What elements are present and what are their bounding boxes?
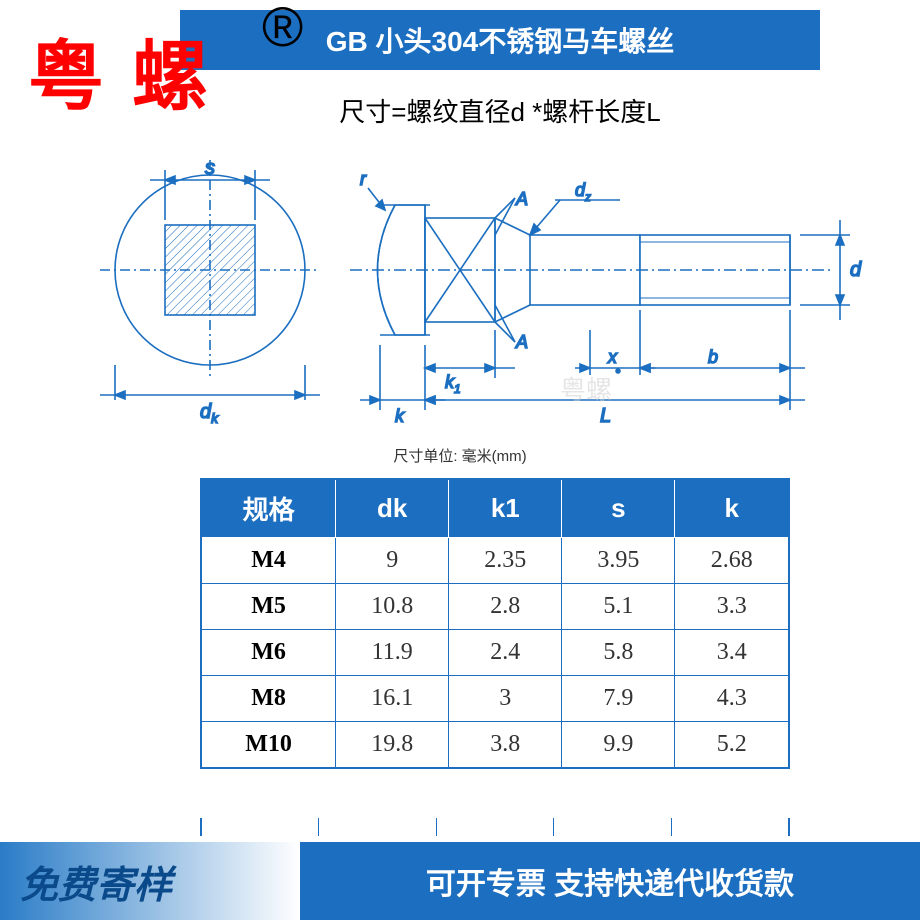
cell: 5.8 (562, 630, 675, 676)
table-row: M1019.83.89.95.2 (201, 722, 789, 769)
subtitle-formula: 尺寸=螺纹直径d *螺杆长度L (180, 92, 820, 129)
registered-mark: ® (262, 0, 303, 59)
cell: 2.8 (449, 584, 562, 630)
unit-label: 尺寸单位: 毫米(mm) (0, 445, 920, 466)
label-b: b (708, 347, 718, 367)
cell: 9.9 (562, 722, 675, 769)
col-header: s (562, 479, 675, 538)
cutoff-cell (319, 818, 436, 836)
label-x: x (607, 347, 618, 367)
col-header: dk (336, 479, 449, 538)
cell: 3.4 (675, 630, 789, 676)
cutoff-cell (437, 818, 554, 836)
cell: 2.4 (449, 630, 562, 676)
table-row: M492.353.952.68 (201, 538, 789, 584)
label-k: k (395, 406, 405, 426)
table-row: M510.82.85.13.3 (201, 584, 789, 630)
cell: 3.95 (562, 538, 675, 584)
cell: 19.8 (336, 722, 449, 769)
footer-left: 免费寄样 (0, 842, 300, 920)
cell: M6 (201, 630, 336, 676)
label-d: d (850, 259, 862, 281)
svg-text:k1: k1 (445, 372, 461, 396)
cell: 5.1 (562, 584, 675, 630)
cell: M4 (201, 538, 336, 584)
watermark: 粤螺 (560, 370, 612, 407)
cutoff-cell (672, 818, 788, 836)
cell: 4.3 (675, 676, 789, 722)
label-L: L (600, 405, 611, 427)
footer: 免费寄样 可开专票 支持快递代收货款 (0, 842, 920, 920)
cell: M8 (201, 676, 336, 722)
cell: 10.8 (336, 584, 449, 630)
cell: 3.3 (675, 584, 789, 630)
cell: 3.8 (449, 722, 562, 769)
col-header: k1 (449, 479, 562, 538)
cell: 3 (449, 676, 562, 722)
spec-table: 规格dkk1sk M492.353.952.68M510.82.85.13.3M… (200, 478, 790, 769)
svg-text:dk: dk (200, 401, 219, 426)
col-header: 规格 (201, 479, 336, 538)
label-s: s (205, 157, 215, 179)
label-A2: A (515, 332, 528, 352)
cell: 5.2 (675, 722, 789, 769)
label-r: r (360, 169, 367, 189)
cell: M5 (201, 584, 336, 630)
cutoff-row (200, 818, 790, 836)
cell: 11.9 (336, 630, 449, 676)
cell: 2.35 (449, 538, 562, 584)
cell: 7.9 (562, 676, 675, 722)
footer-right: 可开专票 支持快递代收货款 (300, 842, 920, 920)
bolt-diagram: s dk r (60, 150, 880, 440)
cutoff-cell (554, 818, 671, 836)
brand-overlay: 粤螺 (28, 15, 236, 125)
cell: M10 (201, 722, 336, 769)
table-row: M611.92.45.83.4 (201, 630, 789, 676)
cell: 9 (336, 538, 449, 584)
cell: 16.1 (336, 676, 449, 722)
col-header: k (675, 479, 789, 538)
table-row: M816.137.94.3 (201, 676, 789, 722)
cell: 2.68 (675, 538, 789, 584)
cutoff-cell (202, 818, 319, 836)
label-A1: A (515, 189, 528, 209)
